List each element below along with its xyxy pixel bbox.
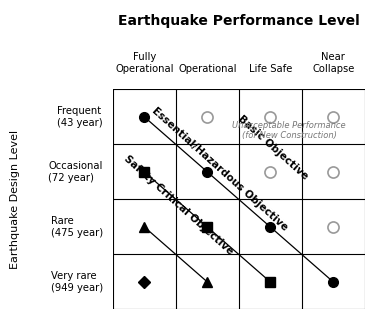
Text: Very rare
(949 year): Very rare (949 year) <box>51 271 103 293</box>
Text: Near
Collapse: Near Collapse <box>312 52 355 74</box>
Text: Operational: Operational <box>178 64 237 74</box>
Text: Rare
(475 year): Rare (475 year) <box>51 216 103 238</box>
Text: Earthquake Design Level: Earthquake Design Level <box>10 130 20 269</box>
Text: Safety Critical Objective: Safety Critical Objective <box>123 153 235 256</box>
Text: Life Safe: Life Safe <box>249 64 292 74</box>
Text: Occasional
(72 year): Occasional (72 year) <box>49 161 103 183</box>
Text: Earthquake Performance Level: Earthquake Performance Level <box>118 14 359 28</box>
Text: Unacceptable Performance
(for New Construction): Unacceptable Performance (for New Constr… <box>232 121 346 140</box>
Text: Basic Objective: Basic Objective <box>237 113 310 181</box>
Text: Frequent
(43 year): Frequent (43 year) <box>57 106 103 128</box>
Text: Essential/Hazardous Objective: Essential/Hazardous Objective <box>150 106 290 233</box>
Text: Fully
Operational: Fully Operational <box>115 52 174 74</box>
